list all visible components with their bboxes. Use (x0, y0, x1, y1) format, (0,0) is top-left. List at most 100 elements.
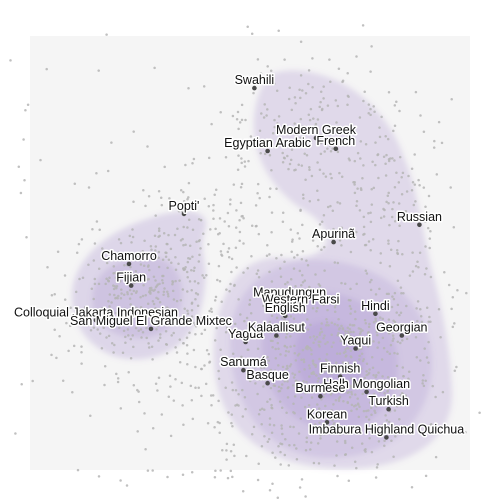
background-point (393, 397, 397, 400)
background-point (392, 297, 396, 301)
background-point (208, 309, 211, 313)
background-point (333, 261, 337, 264)
background-point (363, 232, 366, 236)
background-point (326, 205, 330, 209)
background-point (258, 196, 261, 200)
background-point (305, 436, 309, 440)
background-point (410, 167, 414, 170)
background-point (330, 176, 333, 180)
background-point (359, 140, 363, 143)
background-point (217, 319, 220, 323)
background-point (344, 441, 347, 445)
background-point (14, 432, 17, 435)
background-point (129, 303, 132, 306)
background-point (197, 239, 201, 243)
background-point (358, 345, 362, 349)
background-point (322, 172, 325, 175)
background-point (401, 393, 404, 396)
background-point (362, 164, 365, 167)
background-point (100, 347, 104, 350)
background-point (141, 250, 145, 253)
background-point (377, 341, 381, 344)
background-point (322, 303, 325, 307)
background-point (262, 373, 266, 377)
background-point (297, 163, 300, 167)
background-point (300, 258, 304, 261)
background-point (429, 230, 432, 233)
background-point (130, 241, 133, 244)
background-point (363, 90, 366, 94)
background-point (105, 336, 108, 339)
background-point (379, 216, 383, 220)
background-point (167, 316, 170, 319)
background-point (478, 411, 481, 415)
background-point (279, 275, 283, 278)
background-point (144, 293, 147, 297)
background-point (398, 109, 401, 113)
background-point (344, 330, 347, 333)
background-point (363, 449, 366, 452)
background-point (338, 239, 342, 242)
background-point (353, 191, 357, 195)
background-point (338, 415, 341, 419)
background-point (271, 345, 274, 349)
background-point (274, 347, 277, 351)
background-point (320, 220, 324, 224)
background-point (191, 228, 195, 232)
background-point (269, 368, 273, 372)
background-point (169, 434, 173, 438)
background-point (308, 336, 312, 339)
background-point (63, 274, 67, 277)
background-point (395, 100, 398, 103)
background-point (235, 117, 239, 121)
background-point (164, 330, 168, 333)
background-point (348, 304, 352, 308)
background-point (319, 437, 322, 440)
background-point (129, 337, 133, 341)
background-point (280, 406, 284, 409)
background-point (154, 382, 158, 385)
background-point (423, 347, 426, 350)
background-point (108, 293, 112, 296)
background-point (231, 424, 234, 428)
background-point (72, 344, 76, 348)
background-point (371, 366, 375, 370)
background-point (224, 156, 228, 159)
background-point (433, 139, 436, 143)
background-point (358, 332, 362, 335)
background-point (398, 417, 401, 421)
background-point (247, 159, 250, 163)
background-point (83, 313, 87, 316)
language-point (337, 374, 343, 380)
background-point (399, 394, 403, 397)
background-point (285, 367, 288, 371)
background-point (299, 117, 303, 121)
background-point (146, 469, 150, 472)
background-point (285, 411, 288, 415)
background-point (154, 214, 157, 217)
background-point (310, 396, 314, 399)
background-point (294, 385, 298, 389)
background-point (396, 279, 400, 283)
background-point (293, 96, 297, 99)
background-point (379, 316, 382, 319)
background-point (137, 329, 140, 332)
background-point (230, 270, 233, 274)
background-point (283, 318, 286, 322)
background-point (322, 395, 325, 399)
background-point (451, 325, 455, 329)
background-point (75, 251, 79, 255)
background-point (352, 330, 355, 334)
background-point (306, 385, 309, 389)
background-point (301, 249, 305, 253)
background-point (212, 209, 215, 212)
background-point (286, 320, 290, 323)
background-point (131, 228, 134, 231)
background-point (308, 367, 312, 370)
background-point (392, 319, 395, 323)
background-point (288, 86, 291, 90)
background-point (293, 169, 296, 172)
background-point (335, 454, 338, 457)
background-point (310, 174, 314, 178)
background-point (427, 194, 431, 198)
